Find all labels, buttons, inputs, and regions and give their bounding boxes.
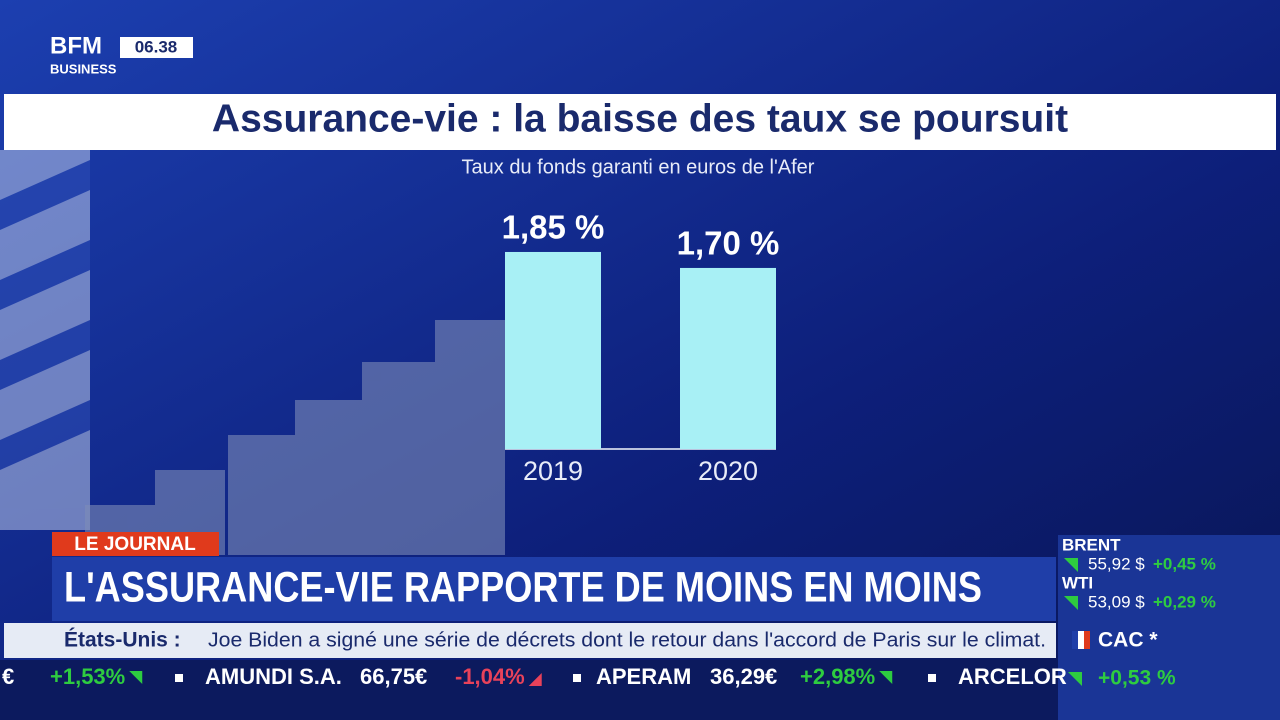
chart-title: Assurance-vie : la baisse des taux se po… [212, 97, 1068, 140]
chart-subtitle: Taux du fonds garanti en euros de l'Afer [462, 156, 815, 178]
separator [928, 674, 936, 682]
separator [573, 674, 581, 682]
flag-blue [1072, 631, 1078, 649]
stock-item: +1,53% [50, 664, 125, 689]
headline-band [52, 557, 1056, 621]
tag-box [52, 532, 219, 556]
clock: 06.38 [135, 37, 178, 56]
market-change: +0,45 % [1153, 554, 1216, 573]
chart: 1,85 % 2019 1,70 % 2020 [502, 209, 780, 486]
x-tick-label: 2020 [698, 456, 758, 486]
bar [505, 251, 601, 449]
stocks: € +1,53% AMUNDI S.A. 66,75€ -1,04% APERAM 36,2… [2, 664, 1067, 689]
market-price: 53,09 $ [1088, 592, 1145, 611]
stock-item: ARCELOR [958, 664, 1067, 689]
stock-item: APERAM [596, 664, 691, 689]
market-price: 55,92 $ [1088, 554, 1145, 573]
value-label: 1,70 % [677, 225, 780, 262]
market-panel [1058, 535, 1280, 720]
index-change: +0,53 % [1098, 667, 1176, 690]
separator [175, 674, 183, 682]
stock-item: AMUNDI S.A. [205, 664, 342, 689]
market-name: WTI [1062, 573, 1093, 592]
bar [680, 267, 776, 449]
stock-item: 66,75€ [360, 664, 427, 689]
market-arrow [1064, 596, 1078, 610]
decor-coins [85, 320, 505, 555]
stock-arrow [528, 673, 542, 686]
market-name: BRENT [1062, 535, 1121, 554]
flag-red [1084, 631, 1090, 649]
stock-item: -1,04% [455, 664, 525, 689]
stock-arrow [129, 671, 143, 684]
stock-item: +2,98% [800, 664, 875, 689]
stock-item: 36,29€ [710, 664, 777, 689]
stock-band [0, 660, 1058, 720]
stock-item: € [2, 664, 14, 689]
news-label: États-Unis : [64, 629, 181, 652]
index-arrow [1068, 672, 1082, 686]
tag: LE JOURNAL [74, 534, 196, 555]
index-name: CAC * [1098, 629, 1158, 652]
market-change: +0,29 % [1153, 592, 1216, 611]
news-text: Joe Biden a signé une série de décrets d… [208, 629, 1046, 651]
stock-arrow [879, 671, 893, 684]
clock-box [120, 37, 193, 58]
headline: L'ASSURANCE-VIE RAPPORTE DE MOINS EN MOI… [64, 563, 982, 611]
decor-stripes [0, 150, 90, 530]
logo-brand: BFM [50, 32, 102, 59]
x-tick-label: 2019 [523, 456, 583, 486]
value-label: 1,85 % [502, 209, 605, 246]
logo-sub: BUSINESS [50, 61, 117, 76]
market-arrow [1064, 558, 1078, 572]
title-band [4, 94, 1276, 150]
news-band [4, 623, 1056, 658]
